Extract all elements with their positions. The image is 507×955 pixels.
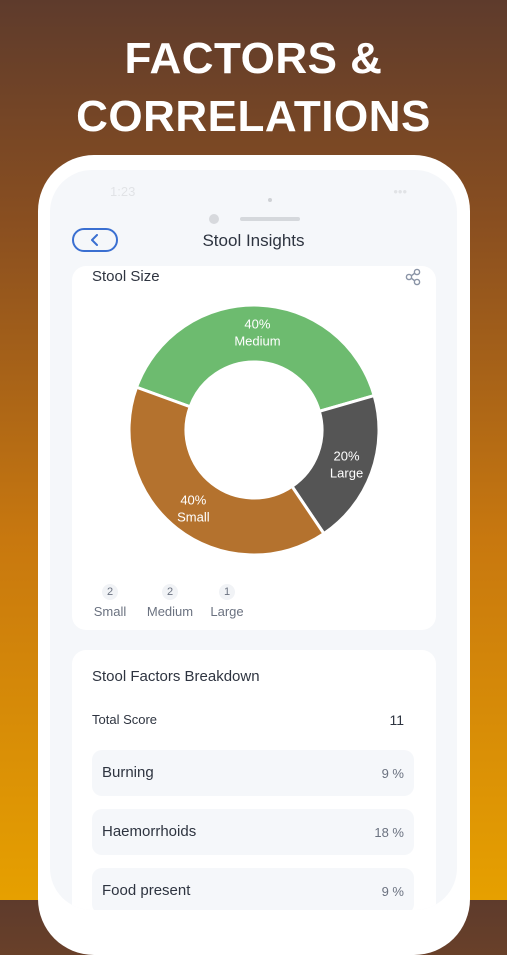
stool-factors-title: Stool Factors Breakdown	[92, 668, 260, 685]
count-large-number: 1	[219, 584, 235, 600]
stool-factors-card: Stool Factors Breakdown Total Score 11 B…	[72, 650, 436, 910]
count-small-number: 2	[102, 584, 118, 600]
factor-name: Burning	[102, 764, 154, 781]
donut-slice-medium[interactable]	[134, 304, 377, 414]
factor-name: Food present	[102, 882, 191, 899]
factor-percent: 18 %	[374, 825, 404, 840]
stool-size-title: Stool Size	[92, 268, 160, 285]
count-small-label: Small	[93, 604, 127, 619]
proximity-sensor	[268, 198, 272, 202]
count-medium-number: 2	[162, 584, 178, 600]
headline-line-1: FACTORS &	[124, 34, 383, 83]
headline-line-2: CORRELATIONS	[76, 92, 431, 141]
donut-slice-category: Small	[177, 510, 210, 525]
donut-slice-small[interactable]	[128, 385, 326, 556]
factor-percent: 9 %	[381, 766, 404, 781]
total-score-label: Total Score	[92, 712, 158, 727]
donut-slice-percent: 20%	[334, 449, 360, 464]
status-indicators: •••	[393, 184, 407, 199]
count-large-label: Large	[210, 604, 244, 619]
promo-headline: FACTORS & CORRELATIONS	[0, 30, 507, 146]
count-medium-label: Medium	[146, 604, 194, 619]
status-bar: 1:23 •••	[50, 170, 457, 206]
back-button[interactable]	[72, 228, 118, 252]
donut-slice-percent: 40%	[244, 317, 270, 332]
donut-slice-category: Medium	[234, 334, 280, 349]
factor-row-burning[interactable]: Burning 9 %	[92, 750, 414, 796]
factor-row-haemorrhoids[interactable]: Haemorrhoids 18 %	[92, 809, 414, 855]
status-time: 1:23	[110, 184, 136, 199]
factor-name: Haemorrhoids	[102, 823, 197, 840]
stool-size-card: Stool Size 40% Medium 20% Large 40% Small 2 S…	[72, 266, 436, 630]
earpiece-speaker	[240, 217, 300, 221]
donut-slice-percent: 40%	[180, 493, 206, 508]
page-title: Stool Insights	[202, 231, 305, 250]
donut-slice-category: Large	[330, 466, 363, 481]
app-screen: 1:23 ••• Stool Insights Stool Size 40% Me…	[50, 170, 457, 910]
factor-row-food-present[interactable]: Food present 9 %	[92, 868, 414, 910]
count-medium: 2 Medium	[140, 584, 200, 619]
factor-percent: 9 %	[381, 884, 404, 899]
count-large: 1 Large	[208, 584, 246, 619]
total-score-value: 11	[389, 712, 404, 728]
count-small: 2 Small	[92, 584, 128, 619]
front-camera	[209, 214, 219, 224]
stool-size-donut-chart: 40% Medium 20% Large 40% Small	[128, 304, 380, 556]
share-icon[interactable]	[404, 268, 422, 286]
chevron-left-icon	[91, 234, 98, 246]
